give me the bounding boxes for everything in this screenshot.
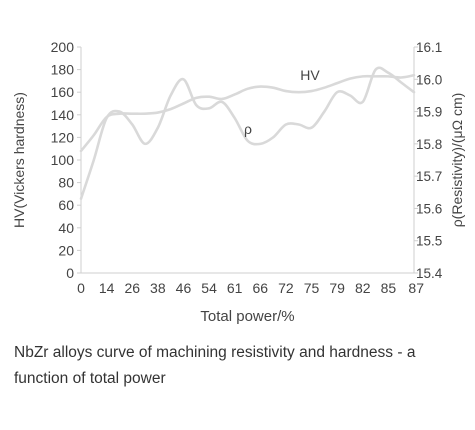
left-y-tick-label: 100 [51,152,75,168]
figure-caption: NbZr alloys curve of machining resistivi… [14,344,416,387]
x-tick-label: 26 [124,280,140,296]
x-tick-label: 72 [278,280,294,296]
left-y-tick-label: 40 [58,220,74,236]
x-tick-label: 82 [355,280,371,296]
x-tick-label: 79 [329,280,345,296]
left-y-tick-label: 160 [51,84,75,100]
dual-axis-line-chart: 02040608010012014016018020015.415.515.61… [11,39,465,325]
right-y-tick-label: 15.8 [416,137,442,152]
right-y-tick-label: 15.6 [416,201,442,216]
right-y-tick-label: 15.5 [416,234,442,249]
resistivity-series-line [79,66,416,201]
left-y-tick-label: 120 [51,129,75,145]
right-y-tick-label: 16.0 [416,72,442,87]
x-tick-label: 14 [99,280,115,296]
x-tick-label: 87 [408,280,424,296]
x-tick-label: 38 [150,280,166,296]
x-tick-label: 66 [253,280,269,296]
series-lines [79,66,416,201]
resistivity-series-label: ρ [244,121,252,137]
left-y-axis-title: HV(Vickers hardness) [11,92,27,228]
left-y-tick-label: 200 [51,39,75,55]
axes [80,47,415,274]
x-tick-label: 0 [77,280,85,296]
x-axis-title: Total power/% [200,308,294,325]
left-y-tick-label: 180 [51,62,75,78]
right-y-axis-title: ρ(Resistivity)/(μΩ cm) [449,93,465,228]
left-y-tick-label: 80 [58,175,74,191]
x-tick-label: 61 [227,280,243,296]
left-y-tick-label: 20 [58,242,74,258]
ticks: 02040608010012014016018020015.415.515.61… [51,39,443,296]
right-y-tick-label: 15.7 [416,169,442,184]
x-tick-label: 46 [176,280,192,296]
x-tick-label: 85 [381,280,397,296]
hv-series-line [79,73,416,153]
hv-series-label: HV [300,67,320,83]
left-y-tick-label: 0 [66,265,74,281]
right-y-tick-label: 16.1 [416,40,442,55]
labels: HV(Vickers hardness) ρ(Resistivity)/(μΩ c… [11,67,465,325]
x-tick-label: 54 [201,280,217,296]
left-y-tick-label: 140 [51,107,75,123]
x-tick-label: 75 [304,280,320,296]
left-y-tick-label: 60 [58,197,74,213]
right-y-tick-label: 15.9 [416,105,442,120]
right-y-tick-label: 15.4 [416,266,443,281]
